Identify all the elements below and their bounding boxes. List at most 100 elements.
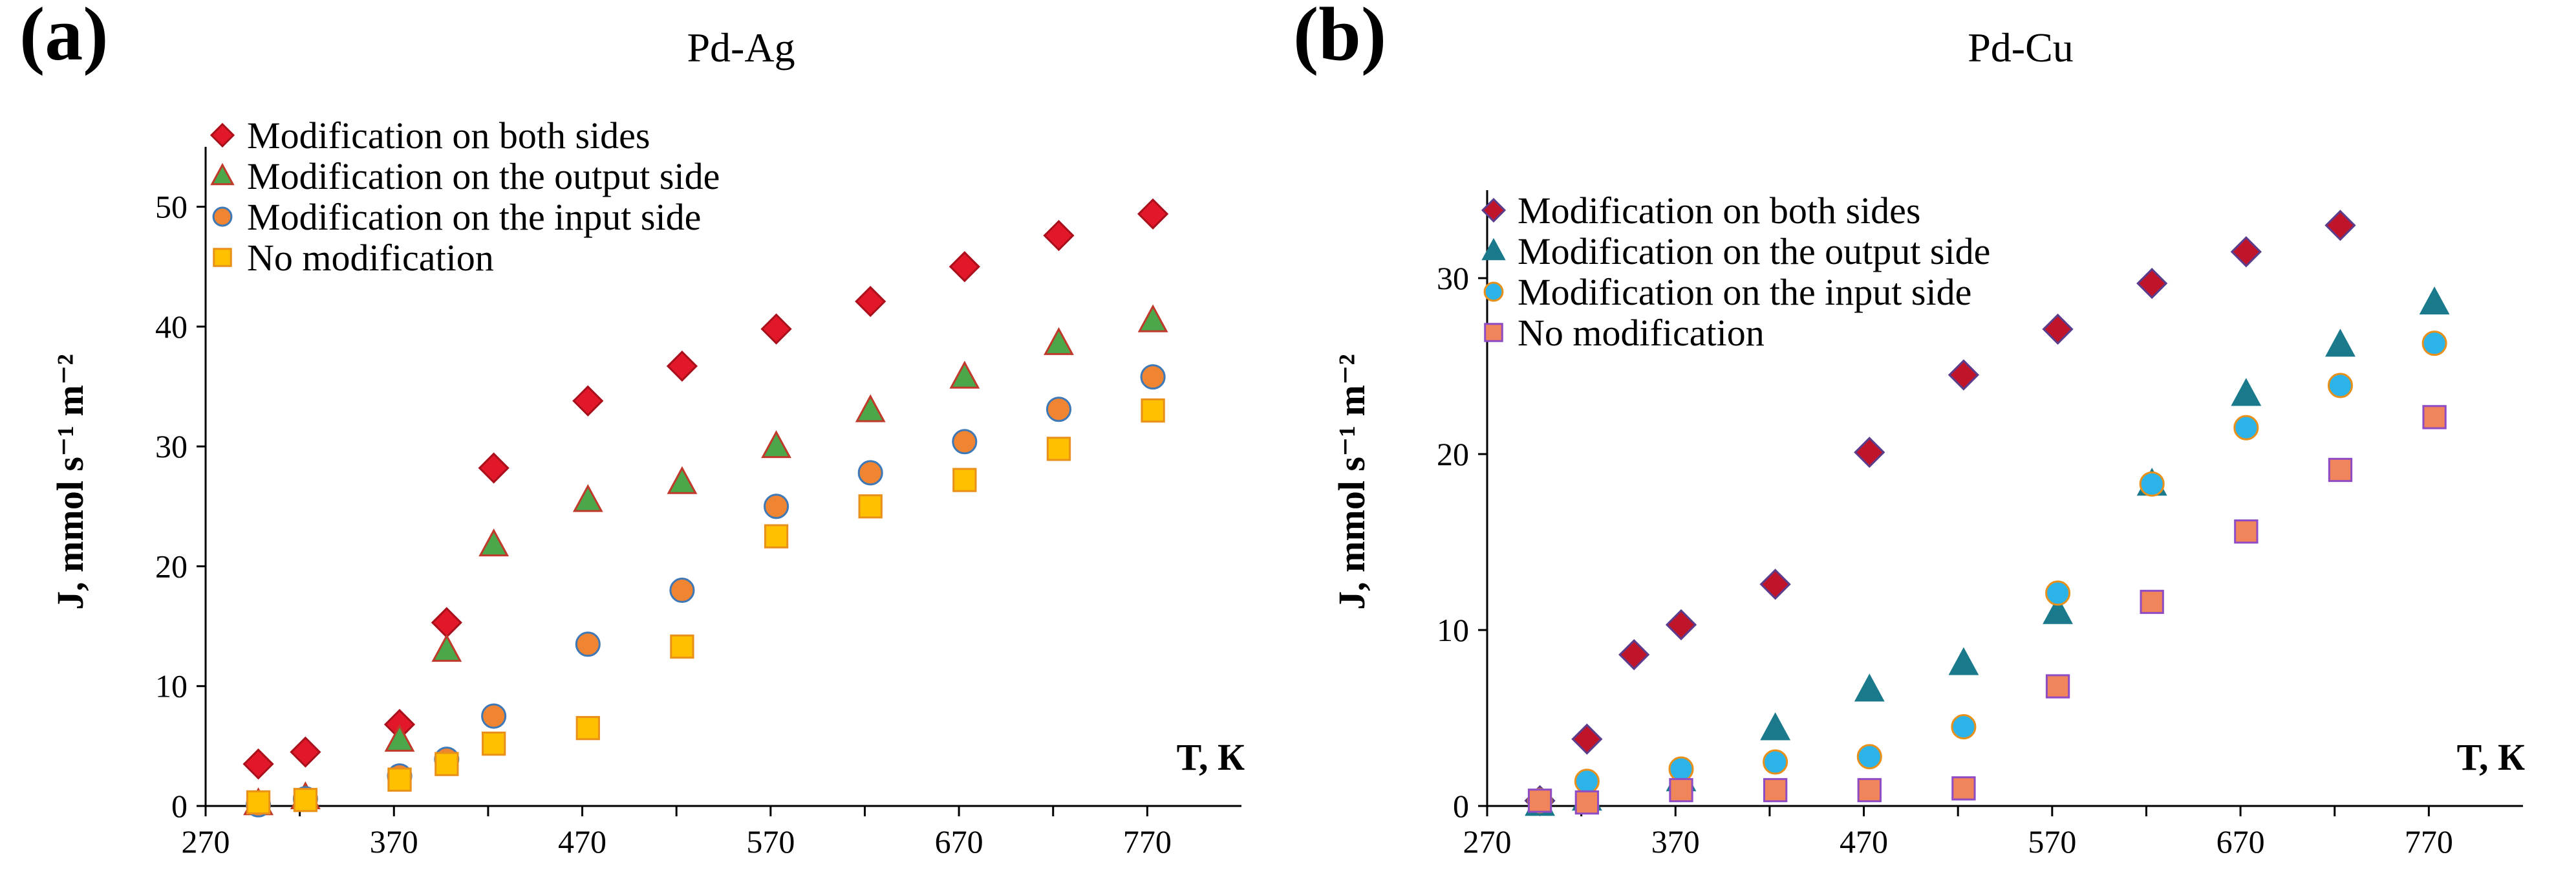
panel-label: (a) (19, 0, 109, 76)
y-tick-label: 10 (155, 668, 188, 704)
data-point (2327, 373, 2354, 398)
data-point (1856, 744, 1882, 770)
data-point (1571, 723, 1603, 755)
x-tick-label: 470 (558, 823, 606, 860)
legend-marker (1484, 323, 1503, 342)
data-point (572, 484, 603, 512)
y-tick-label: 0 (171, 788, 188, 824)
data-point (1046, 437, 1071, 461)
y-tick-label: 30 (155, 428, 188, 464)
data-point (2139, 471, 2165, 497)
panel-label: (b) (1293, 0, 1386, 76)
data-point (764, 524, 789, 549)
legend-marker (1483, 281, 1504, 302)
x-tick-label: 770 (1123, 823, 1172, 860)
data-point (481, 731, 506, 756)
data-point (764, 494, 789, 519)
x-tick-label: 370 (370, 823, 418, 860)
panel-a: (a) Pd-Ag 270 370 470 570 670 770 0 10 20 30 40 50 T, … (19, 0, 1245, 860)
legend-marker (210, 162, 235, 186)
data-point (1857, 778, 1882, 803)
data-point (1759, 569, 1791, 600)
x-tick-label: 770 (2405, 823, 2453, 860)
series-2 (243, 304, 1168, 816)
legend-marker (209, 122, 235, 148)
panel-b: (b) Pd-Cu 270 370 470 570 670 770 0 10 20 30 T, К J, … (1293, 0, 2525, 860)
data-point (2325, 329, 2356, 357)
legend-marker (1481, 237, 1506, 261)
data-point (575, 715, 600, 741)
data-point (1137, 304, 1168, 332)
series-4 (246, 398, 1165, 815)
data-point (952, 468, 977, 492)
legend-entry: No modification (247, 237, 494, 279)
x-axis-label: T, К (2457, 736, 2525, 778)
data-point (387, 767, 412, 792)
x-tick-label: 570 (2028, 823, 2076, 860)
data-point (1574, 790, 1600, 815)
series-3 (1527, 331, 2447, 814)
x-tick-label: 670 (2216, 823, 2265, 860)
data-point (1574, 768, 1600, 794)
data-point (2140, 589, 2164, 615)
data-point (760, 313, 792, 345)
data-point (1948, 647, 1979, 675)
data-point (1948, 359, 1980, 391)
data-point (2328, 457, 2353, 483)
x-axis-label: T, К (1177, 736, 1245, 778)
data-point (242, 748, 274, 780)
legend-entry: Modification on the input side (1518, 271, 1971, 313)
data-point (431, 607, 462, 638)
data-point (1043, 219, 1075, 252)
data-point (2231, 378, 2262, 406)
x-tick-label: 270 (182, 823, 230, 860)
data-point (478, 528, 510, 557)
data-point (1760, 712, 1791, 741)
data-point (481, 703, 507, 729)
data-point (2422, 405, 2447, 430)
data-point (246, 790, 271, 815)
legend-entry: Modification on both sides (247, 114, 650, 157)
data-point (858, 494, 883, 519)
data-point (2421, 331, 2447, 356)
legend-marker (212, 206, 233, 227)
data-point (1854, 673, 1885, 702)
data-point (2042, 313, 2074, 345)
y-tick-label: 20 (1437, 436, 1469, 472)
data-point (575, 631, 601, 657)
data-point (2324, 210, 2356, 241)
data-point (435, 752, 459, 776)
y-tick-label: 10 (1437, 612, 1469, 648)
data-point (855, 285, 886, 318)
data-point (1137, 198, 1169, 230)
data-point (1951, 776, 1976, 801)
legend-entry: No modification (1518, 312, 1765, 354)
data-point (2233, 415, 2259, 441)
y-tick-label: 20 (155, 548, 188, 584)
legend-entry: Modification on the output side (1518, 230, 1990, 272)
data-point (1763, 778, 1788, 803)
data-point (1951, 714, 1977, 740)
data-point (949, 251, 980, 283)
series-2 (1525, 286, 2450, 816)
legend-marker (1481, 197, 1507, 223)
legend-marker (213, 248, 232, 267)
data-point (1618, 638, 1650, 671)
data-point (2043, 596, 2073, 624)
chart-title: Pd-Cu (1968, 25, 2074, 71)
data-point (384, 723, 415, 752)
data-point (2136, 268, 2168, 299)
y-tick-label: 0 (1453, 788, 1469, 824)
y-tick-label: 50 (155, 189, 188, 225)
series-1 (242, 198, 1169, 780)
data-point (2045, 580, 2071, 606)
series-4 (1527, 405, 2447, 815)
data-point (1669, 778, 1693, 803)
x-tick-label: 470 (1840, 823, 1888, 860)
data-point (2045, 674, 2070, 699)
legend-entry: Modification on the output side (247, 155, 720, 197)
data-point (2234, 519, 2259, 544)
